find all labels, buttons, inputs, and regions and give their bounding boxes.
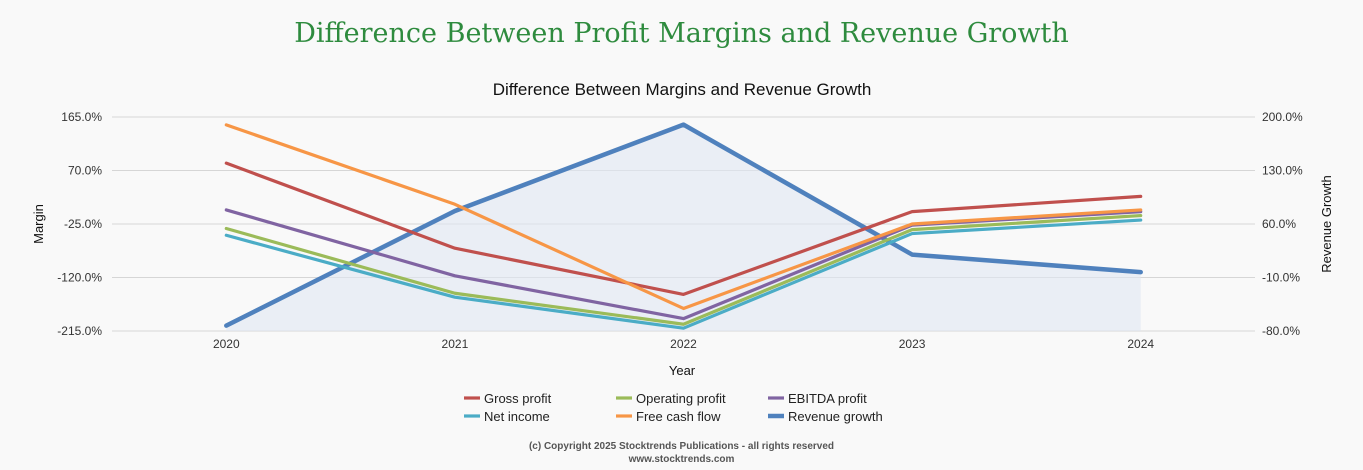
x-tick-label: 2023 [899, 337, 926, 351]
y-tick-label: 70.0% [68, 164, 102, 178]
x-axis-title: Year [669, 363, 696, 378]
x-tick-label: 2024 [1127, 337, 1154, 351]
y-axis-title: Margin [31, 204, 46, 244]
gross-profit-line[interactable] [224, 161, 1143, 296]
y2-axis-title: Revenue Growth [1319, 175, 1334, 273]
series-group [224, 122, 1143, 332]
legend-item-operating-profit[interactable]: Operating profit [616, 391, 726, 406]
operating-profit-line[interactable] [224, 213, 1143, 326]
legend-item-ebitda-profit[interactable]: EBITDA profit [768, 391, 867, 406]
legend-label: Revenue growth [788, 409, 883, 424]
y-tick-label: -215.0% [57, 324, 102, 338]
legend-item-gross-profit[interactable]: Gross profit [464, 391, 552, 406]
y2-tick-label: 130.0% [1262, 164, 1303, 178]
legend-label: Operating profit [636, 391, 726, 406]
y-axis-ticks: 165.0% 70.0% -25.0% -120.0% -215.0% [57, 110, 102, 338]
legend-label: Net income [484, 409, 550, 424]
legend-label: EBITDA profit [788, 391, 867, 406]
legend-item-net-income[interactable]: Net income [464, 409, 550, 424]
legend-label: Gross profit [484, 391, 552, 406]
y2-tick-label: -80.0% [1262, 324, 1300, 338]
website-line[interactable]: www.stocktrends.com [628, 454, 735, 465]
y-tick-label: 165.0% [61, 110, 102, 124]
y2-axis-ticks: 200.0% 130.0% 60.0% -10.0% -80.0% [1262, 110, 1303, 338]
net-income-line[interactable] [224, 218, 1143, 330]
legend-item-revenue-growth[interactable]: Revenue growth [768, 409, 883, 424]
x-tick-label: 2021 [442, 337, 469, 351]
y-tick-label: -120.0% [57, 271, 102, 285]
y2-tick-label: -10.0% [1262, 271, 1300, 285]
legend: Gross profit Operating profit EBITDA profi… [464, 391, 883, 424]
x-tick-label: 2022 [670, 337, 697, 351]
revenue-growth-line[interactable] [224, 122, 1143, 328]
free-cash-flow-line[interactable] [224, 123, 1143, 311]
y2-tick-label: 60.0% [1262, 217, 1296, 231]
page-title: Difference Between Profit Margins and Re… [294, 18, 1069, 49]
legend-label: Free cash flow [636, 409, 721, 424]
revenue-growth-area [226, 124, 1141, 332]
chart-title: Difference Between Margins and Revenue G… [493, 80, 872, 99]
x-tick-label: 2020 [213, 337, 240, 351]
y2-tick-label: 200.0% [1262, 110, 1303, 124]
y-tick-label: -25.0% [64, 217, 102, 231]
x-axis-ticks: 2020 2021 2022 2023 2024 [213, 337, 1154, 351]
copyright-line: (c) Copyright 2025 Stocktrends Publicati… [528, 441, 835, 452]
copyright: (c) Copyright 2025 Stocktrends Publicati… [0, 440, 1363, 466]
legend-item-free-cash-flow[interactable]: Free cash flow [616, 409, 721, 424]
